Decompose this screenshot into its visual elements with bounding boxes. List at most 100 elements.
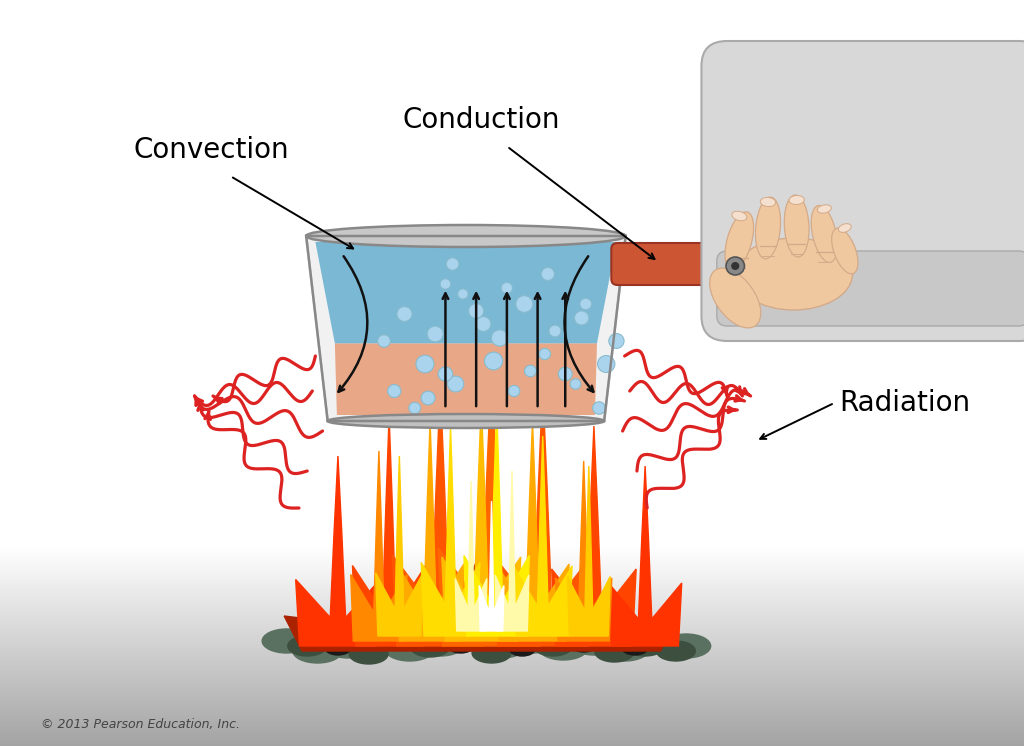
Circle shape [501,283,513,294]
Ellipse shape [354,629,403,653]
Polygon shape [494,386,592,646]
Ellipse shape [416,632,465,656]
Ellipse shape [656,641,695,661]
Circle shape [731,262,739,270]
Ellipse shape [725,212,754,270]
Polygon shape [496,471,529,631]
Polygon shape [479,501,504,631]
Circle shape [458,289,468,299]
Circle shape [574,311,589,325]
Ellipse shape [449,639,473,653]
Circle shape [598,356,614,372]
Circle shape [416,355,434,373]
Text: Conduction: Conduction [402,106,560,134]
Circle shape [378,335,390,347]
Ellipse shape [626,636,665,656]
Ellipse shape [510,642,535,656]
Ellipse shape [411,637,450,657]
Ellipse shape [472,643,511,663]
Circle shape [397,307,412,322]
Polygon shape [438,366,545,646]
Polygon shape [352,416,426,646]
Circle shape [476,316,490,331]
Ellipse shape [534,636,572,656]
Ellipse shape [732,211,746,221]
Polygon shape [306,236,626,421]
Ellipse shape [385,637,434,661]
Polygon shape [496,421,569,641]
Circle shape [508,386,520,397]
Ellipse shape [595,642,634,662]
Ellipse shape [508,629,557,653]
Text: Convection: Convection [133,136,289,164]
Ellipse shape [756,197,780,259]
Circle shape [447,376,464,392]
Polygon shape [285,551,679,651]
Polygon shape [350,451,408,641]
Ellipse shape [571,638,596,652]
Polygon shape [442,401,521,641]
Ellipse shape [631,629,680,653]
Ellipse shape [784,195,809,257]
Ellipse shape [324,634,373,658]
Ellipse shape [262,629,311,653]
Circle shape [446,258,459,270]
Circle shape [484,352,503,370]
Circle shape [440,279,451,289]
Ellipse shape [539,636,588,660]
Ellipse shape [600,637,649,661]
Circle shape [539,348,551,360]
Circle shape [580,298,592,310]
Circle shape [438,367,453,381]
Circle shape [421,391,435,405]
Text: © 2013 Pearson Education, Inc.: © 2013 Pearson Education, Inc. [41,718,240,731]
Ellipse shape [710,268,761,328]
Ellipse shape [349,644,388,664]
Circle shape [558,367,572,380]
Ellipse shape [735,238,852,310]
Ellipse shape [477,634,526,658]
Circle shape [427,326,443,342]
Polygon shape [392,386,488,646]
Polygon shape [567,466,610,636]
Polygon shape [456,481,486,631]
Circle shape [549,325,561,337]
Polygon shape [376,456,423,636]
Circle shape [524,366,537,377]
Ellipse shape [288,636,327,656]
Polygon shape [421,426,480,636]
Polygon shape [296,456,380,646]
Polygon shape [608,466,682,646]
Ellipse shape [569,631,618,655]
Polygon shape [513,436,572,636]
Circle shape [726,257,744,275]
Polygon shape [555,461,612,641]
Ellipse shape [328,414,604,428]
Ellipse shape [306,225,626,247]
Ellipse shape [811,206,838,263]
Circle shape [388,384,400,398]
Circle shape [516,295,532,313]
FancyBboxPatch shape [717,251,1024,326]
FancyBboxPatch shape [701,41,1024,341]
Polygon shape [396,421,464,641]
Ellipse shape [662,634,711,658]
Ellipse shape [623,641,648,655]
Polygon shape [315,242,616,343]
Circle shape [570,379,581,389]
Circle shape [542,268,554,280]
Text: Radiation: Radiation [840,389,971,417]
Polygon shape [335,343,597,415]
Ellipse shape [831,228,858,274]
Circle shape [593,402,605,414]
Ellipse shape [293,639,342,663]
Ellipse shape [446,627,496,651]
Circle shape [609,333,624,348]
Ellipse shape [326,641,350,655]
FancyBboxPatch shape [611,243,762,285]
Circle shape [492,330,508,346]
Ellipse shape [761,198,775,207]
Polygon shape [552,426,636,646]
Circle shape [469,304,483,319]
Polygon shape [464,406,529,636]
